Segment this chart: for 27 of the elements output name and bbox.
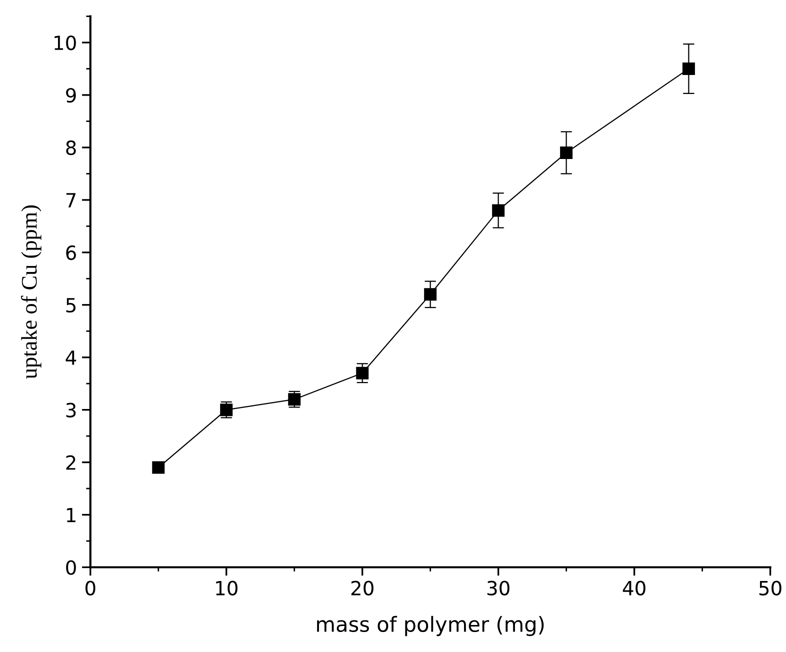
x-tick-label: 0 bbox=[85, 580, 96, 596]
x-tick-label: 30 bbox=[487, 580, 510, 596]
y-tick-label: 1 bbox=[66, 508, 76, 522]
y-tick-label: 3 bbox=[66, 402, 76, 418]
y-tick-label: 9 bbox=[66, 88, 76, 103]
x-tick-label: 10 bbox=[216, 580, 238, 596]
y-tick-label: 8 bbox=[66, 140, 76, 156]
point bbox=[492, 204, 505, 217]
y-tick-label: 4 bbox=[66, 350, 76, 365]
y-axis-title: uptake of Cu (ppm) bbox=[20, 205, 42, 379]
point bbox=[356, 366, 369, 380]
y-tick-label: 0 bbox=[66, 560, 76, 575]
y-tick-label: 2 bbox=[66, 455, 76, 470]
y-tick-label: 5 bbox=[66, 298, 76, 313]
x-tick-label: 40 bbox=[622, 580, 646, 596]
y-tick-label: 7 bbox=[66, 193, 76, 208]
point bbox=[220, 404, 233, 416]
point bbox=[288, 393, 301, 406]
point bbox=[682, 62, 695, 76]
point bbox=[152, 461, 165, 474]
x-tick-label: 20 bbox=[351, 580, 374, 596]
point bbox=[560, 146, 573, 159]
y-tick-label: 6 bbox=[66, 245, 76, 260]
x-axis-title: mass of polymer (mg) bbox=[317, 616, 544, 636]
point bbox=[424, 288, 437, 301]
x-tick-label: 50 bbox=[759, 580, 782, 596]
y-tick-label: 10 bbox=[54, 35, 76, 50]
